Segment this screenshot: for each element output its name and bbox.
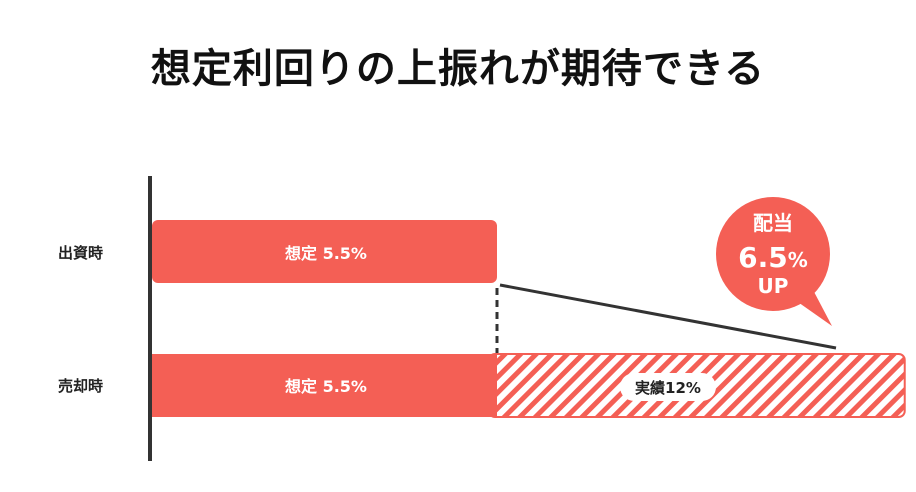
- callout-line3: UP: [758, 274, 789, 298]
- actual-label-pill: [620, 373, 716, 401]
- bar-sale-expected-left-round: [152, 354, 497, 417]
- bar-label-invest: 想定 5.5%: [284, 244, 367, 263]
- callout-bubble: 配当 6.5% UP: [716, 197, 832, 326]
- bar-invest-expected: [152, 220, 497, 283]
- callout-unit: %: [788, 248, 808, 272]
- callout-circle: [716, 197, 830, 311]
- bar-label-sale-expected: 想定 5.5%: [284, 377, 367, 396]
- trend-line: [499, 283, 837, 350]
- actual-label: 実績12%: [635, 379, 701, 397]
- category-label-sale: 売却時: [58, 377, 103, 395]
- category-label-invest: 出資時: [58, 244, 103, 262]
- callout-line1: 配当: [753, 211, 793, 235]
- page-title: 想定利回りの上振れが期待できる: [150, 46, 766, 92]
- callout-tail: [795, 288, 832, 326]
- callout-value: 6.5: [738, 241, 788, 274]
- callout-line2: 6.5%: [738, 241, 808, 274]
